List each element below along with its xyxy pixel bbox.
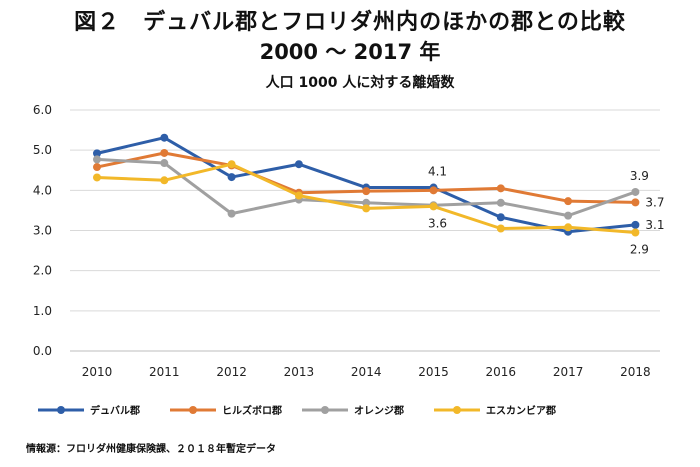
data-point — [564, 197, 573, 206]
data-label: 3.6 — [428, 216, 447, 230]
x-tick-label: 2017 — [553, 365, 584, 379]
data-point — [631, 198, 640, 207]
data-point — [496, 224, 505, 233]
legend-swatch-marker — [321, 406, 329, 414]
data-label: 2.9 — [630, 243, 649, 257]
data-label: 4.1 — [428, 165, 447, 179]
legend-label: エスカンビア郡 — [486, 404, 556, 417]
data-point — [227, 209, 236, 218]
data-point — [564, 223, 573, 232]
data-label: 3.9 — [630, 169, 649, 183]
y-tick-label: 3.0 — [33, 224, 52, 238]
x-tick-label: 2016 — [486, 365, 517, 379]
y-tick-label: 6.0 — [33, 103, 52, 117]
legend-swatch-marker — [189, 406, 197, 414]
data-point — [294, 191, 303, 200]
data-point — [160, 159, 169, 168]
data-point — [93, 155, 101, 164]
chart-subtitle-metric: 人口 1000 人に対する離婚数 — [265, 75, 455, 91]
data-point — [564, 211, 573, 220]
legend-swatch-marker — [453, 406, 461, 414]
x-tick-label: 2011 — [149, 365, 180, 379]
y-tick-label: 0.0 — [33, 344, 52, 358]
data-point — [429, 186, 438, 195]
data-point — [496, 184, 505, 193]
data-point — [362, 204, 371, 213]
x-tick-label: 2018 — [620, 365, 651, 379]
legend-label: ヒルズボロ郡 — [222, 404, 282, 417]
data-point — [631, 220, 640, 229]
data-point — [93, 173, 101, 182]
data-point — [429, 202, 438, 211]
legend-label: オレンジ郡 — [354, 405, 404, 417]
x-tick-label: 2010 — [82, 365, 113, 379]
data-point — [496, 213, 505, 222]
data-point — [93, 163, 101, 172]
data-point — [93, 149, 101, 158]
data-point — [631, 228, 640, 237]
y-tick-label: 4.0 — [33, 183, 52, 197]
data-point — [496, 198, 505, 207]
legend-label: デュバル郡 — [90, 404, 140, 417]
chart-subtitle-years: 2000 ～ 2017 年 — [259, 40, 441, 64]
data-point — [362, 198, 371, 207]
data-point — [160, 176, 169, 185]
data-point — [362, 187, 371, 196]
x-tick-label: 2013 — [284, 365, 315, 379]
data-label: 3.1 — [645, 218, 664, 232]
data-source-note: 情報源：フロリダ州健康保険課、２０１８年暫定データ — [26, 444, 276, 455]
y-tick-label: 5.0 — [33, 143, 52, 157]
data-point — [631, 187, 640, 196]
x-tick-label: 2012 — [216, 365, 247, 379]
data-point — [227, 173, 236, 182]
legend-swatch-marker — [57, 406, 65, 414]
data-point — [227, 160, 236, 169]
x-tick-label: 2015 — [418, 365, 449, 379]
data-point — [160, 133, 169, 142]
y-tick-label: 2.0 — [33, 264, 52, 278]
data-label: 3.7 — [645, 195, 664, 209]
data-point — [160, 148, 169, 157]
x-tick-label: 2014 — [351, 365, 382, 379]
chart-title: 図２ デュバル郡とフロリダ州内のほかの郡との比較 — [74, 10, 626, 35]
data-point — [294, 160, 303, 169]
y-tick-label: 1.0 — [33, 304, 52, 318]
